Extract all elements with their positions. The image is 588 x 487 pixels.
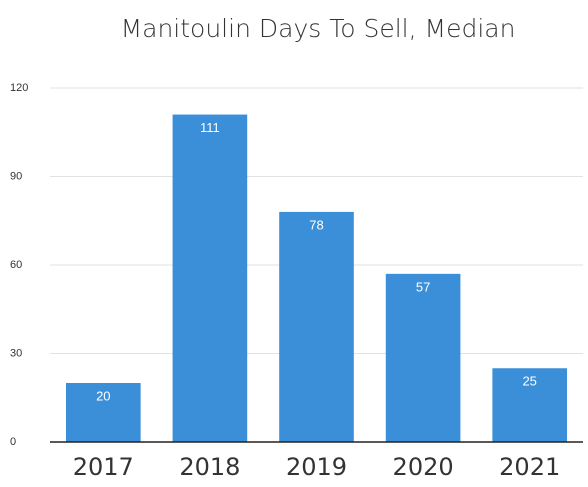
data-label: 25 xyxy=(522,374,536,389)
x-tick-label: 2021 xyxy=(499,453,560,481)
y-tick-label: 0 xyxy=(10,436,16,448)
bar xyxy=(385,273,461,442)
chart-title: Manitoulin Days To Sell, Median xyxy=(121,14,516,43)
data-label: 78 xyxy=(309,217,323,232)
x-tick-label: 2019 xyxy=(286,453,347,481)
y-tick-label: 30 xyxy=(10,347,22,359)
bar xyxy=(172,114,248,443)
data-label: 20 xyxy=(96,388,110,403)
bar xyxy=(65,383,141,442)
y-tick-label: 60 xyxy=(10,259,22,271)
x-tick-label: 2020 xyxy=(393,453,454,481)
data-label: 111 xyxy=(200,120,220,135)
data-label: 57 xyxy=(416,279,430,294)
bar xyxy=(492,368,568,442)
x-tick-label: 2017 xyxy=(73,453,134,481)
x-tick-label: 2018 xyxy=(179,453,240,481)
bar xyxy=(279,211,354,442)
y-tick-label: 120 xyxy=(10,82,28,94)
y-tick-label: 90 xyxy=(10,170,22,182)
